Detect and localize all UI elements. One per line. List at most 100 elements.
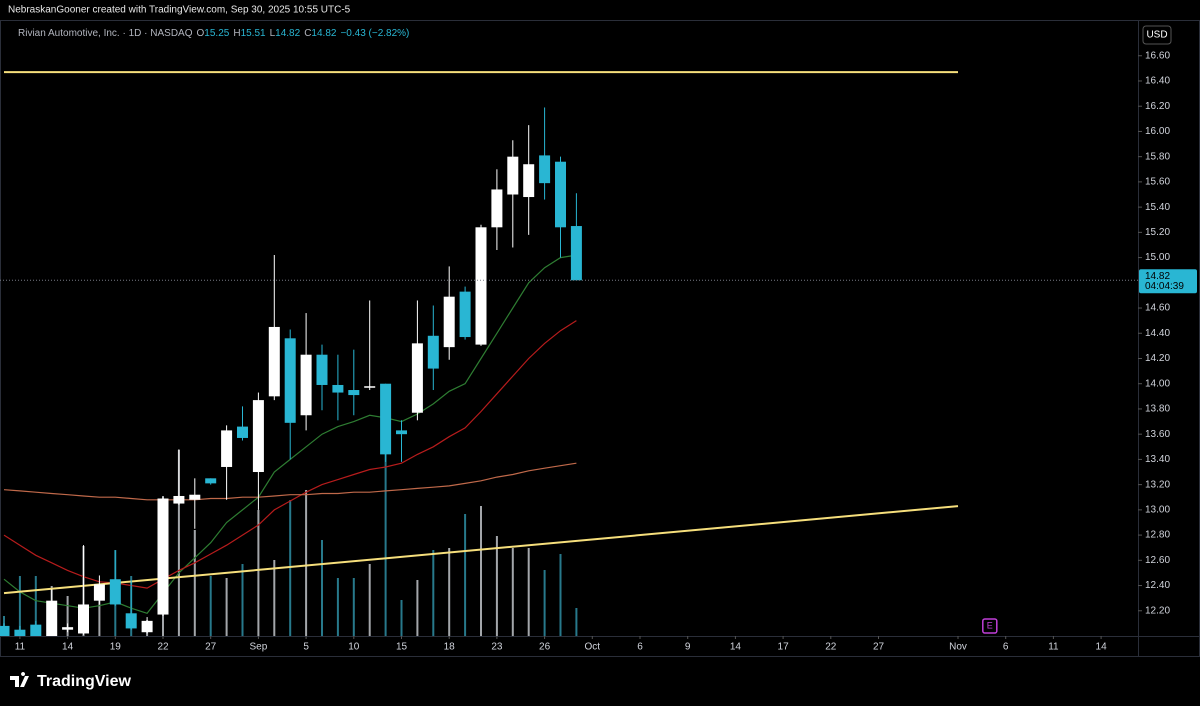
volume-bar bbox=[273, 560, 276, 636]
volume-bar bbox=[432, 550, 435, 636]
x-tick-label: 6 bbox=[1003, 642, 1009, 653]
volume-bar bbox=[464, 514, 467, 636]
countdown: 04:04:39 bbox=[1145, 281, 1184, 292]
earnings-marker bbox=[982, 618, 998, 634]
volume-bar bbox=[527, 548, 530, 636]
candle-body bbox=[380, 383, 392, 455]
legend: Rivian Automotive, Inc. · 1D · NASDAQ O 15… bbox=[18, 28, 409, 39]
volume-bar bbox=[352, 578, 355, 636]
candle-body bbox=[396, 430, 407, 435]
logo-icon bbox=[10, 672, 29, 687]
candle-body bbox=[507, 156, 519, 195]
candle-body bbox=[475, 227, 487, 345]
y-tick-label: 16.60 bbox=[1145, 50, 1170, 61]
candle-body bbox=[93, 584, 105, 601]
candle-body bbox=[252, 400, 264, 473]
x-tick-label: 17 bbox=[778, 642, 790, 653]
candle-body bbox=[14, 629, 26, 636]
volume-bar bbox=[98, 590, 101, 636]
legend-item: Rivian Automotive, Inc. · 1D · NASDAQ bbox=[18, 28, 193, 39]
legend-item: L bbox=[270, 28, 276, 39]
y-tick-label: 12.40 bbox=[1145, 580, 1170, 591]
logo: TradingView bbox=[10, 672, 132, 690]
x-tick-label: 6 bbox=[637, 642, 643, 653]
legend-item: C bbox=[304, 28, 311, 39]
volume-bar bbox=[209, 576, 212, 636]
volume-bar bbox=[416, 580, 419, 636]
plot bbox=[0, 71, 959, 636]
volume-bar bbox=[480, 506, 482, 636]
volume-bar bbox=[193, 530, 196, 636]
candle-body bbox=[523, 164, 535, 198]
volume-bar bbox=[543, 570, 546, 636]
volume-bar bbox=[575, 608, 578, 636]
candle-body bbox=[78, 604, 89, 634]
x-tick-label: 27 bbox=[873, 642, 885, 653]
volume-bar bbox=[559, 554, 562, 636]
y-tick-label: 15.20 bbox=[1145, 227, 1170, 238]
y-tick-label: 13.80 bbox=[1145, 404, 1170, 415]
legend-item: 15.51 bbox=[241, 28, 266, 39]
x-tick-label: 9 bbox=[685, 642, 691, 653]
x-tick-label: Sep bbox=[250, 642, 268, 653]
candle-body bbox=[221, 430, 233, 467]
x-tick-label: 10 bbox=[348, 642, 360, 653]
legend-item: O bbox=[197, 28, 205, 39]
candle-body bbox=[300, 354, 312, 416]
legend-item: 14.82 bbox=[275, 28, 300, 39]
candle-body bbox=[491, 189, 503, 228]
volume-bar bbox=[241, 564, 244, 636]
y-tick-label: 15.00 bbox=[1145, 252, 1170, 263]
moving-average bbox=[3, 462, 577, 501]
volume-bar bbox=[225, 578, 228, 636]
y-tick-label: 13.40 bbox=[1145, 454, 1170, 465]
y-tick-label: 12.80 bbox=[1145, 530, 1170, 541]
volume-bar bbox=[305, 490, 308, 636]
volume-bar bbox=[400, 600, 403, 636]
currency[interactable]: USD bbox=[1146, 30, 1167, 41]
x-tick-label: 14 bbox=[1096, 642, 1108, 653]
currency-box[interactable] bbox=[1142, 25, 1172, 45]
y-tick-label: 16.00 bbox=[1145, 126, 1170, 137]
volume-bar bbox=[448, 548, 451, 636]
legend-item: 14.82 bbox=[311, 28, 336, 39]
candle-body bbox=[0, 625, 10, 636]
x-tick-label: 11 bbox=[15, 642, 26, 653]
candle-body bbox=[62, 627, 74, 630]
logo-text: TradingView bbox=[37, 673, 132, 690]
x-tick-label: Nov bbox=[949, 642, 967, 653]
last-price-box bbox=[1139, 269, 1197, 294]
volume-bar bbox=[321, 540, 323, 636]
candle-body bbox=[268, 326, 280, 397]
y-tick-label: 13.60 bbox=[1145, 429, 1170, 440]
candle-body bbox=[237, 426, 248, 438]
candle-body bbox=[173, 495, 185, 504]
volume-bar bbox=[177, 450, 180, 636]
candle-body bbox=[141, 620, 153, 633]
x-tick-label: 5 bbox=[303, 642, 309, 653]
y-tick-label: 14.40 bbox=[1145, 328, 1170, 339]
candle-body bbox=[316, 354, 328, 385]
earnings-label: E bbox=[987, 620, 993, 630]
volume-bar bbox=[495, 536, 498, 636]
candle-body bbox=[157, 498, 169, 615]
candle-body bbox=[284, 338, 296, 423]
candle-body bbox=[364, 386, 376, 388]
candle-body bbox=[555, 161, 566, 228]
candle-body bbox=[125, 613, 137, 629]
volume-bar bbox=[511, 548, 514, 636]
legend-item: H bbox=[233, 28, 240, 39]
y-tick-label: 12.20 bbox=[1145, 605, 1170, 616]
candle-body bbox=[411, 343, 423, 413]
candle-body bbox=[539, 155, 551, 184]
candle-body bbox=[443, 296, 455, 348]
x-tick-label: 22 bbox=[825, 642, 837, 653]
x-tick-label: 14 bbox=[62, 642, 74, 653]
x-tick-label: 15 bbox=[396, 642, 408, 653]
y-tick-label: 13.00 bbox=[1145, 504, 1170, 515]
volume-bar bbox=[368, 564, 371, 636]
volume-bar bbox=[18, 576, 21, 636]
volume-bar bbox=[336, 578, 339, 636]
candle-body bbox=[189, 494, 201, 500]
